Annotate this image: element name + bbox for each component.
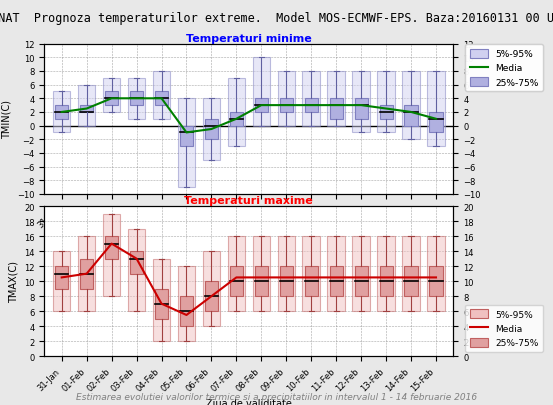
Bar [255,266,268,296]
Bar [80,259,93,289]
Bar [155,289,168,319]
Bar [430,113,442,133]
Bar [128,79,145,119]
Bar [327,237,345,311]
Bar [78,85,95,126]
Bar [53,252,70,311]
Bar [230,266,243,296]
Bar [55,106,68,119]
Bar [402,237,420,311]
Bar [302,237,320,311]
Bar [253,237,270,311]
Bar [178,99,195,188]
Legend: 5%-95%, Media, 25%-75%: 5%-95%, Media, 25%-75% [465,305,543,352]
Bar [379,106,393,119]
Bar [280,266,293,296]
Bar [203,252,220,326]
Bar [278,72,295,126]
Bar [180,296,193,326]
Text: Estimarea evolutiei valorilor termice si a precipitatiilor in intervalul 1 - 14 : Estimarea evolutiei valorilor termice si… [76,392,477,401]
Bar [330,99,343,119]
Bar [404,266,418,296]
Bar [230,113,243,126]
Text: BANAT  Prognoza temperaturilor extreme.  Model MOS-ECMWF-EPS. Baza:20160131 00 U: BANAT Prognoza temperaturilor extreme. M… [0,12,553,25]
Bar [55,266,68,289]
Bar [305,266,318,296]
Bar [130,92,143,106]
Bar [105,237,118,259]
Bar [302,72,320,126]
Bar [205,119,218,140]
Legend: 5%-95%, Media, 25%-75%: 5%-95%, Media, 25%-75% [465,45,543,92]
Bar [352,237,370,311]
Y-axis label: TMIN(C): TMIN(C) [2,100,12,139]
Bar [128,229,145,311]
Bar [427,237,445,311]
Bar [53,92,70,133]
Bar [105,92,118,106]
Bar [377,72,395,133]
Bar [78,237,95,311]
Bar [404,106,418,126]
Bar [430,266,442,296]
X-axis label: Ziua de validitate: Ziua de validitate [206,398,292,405]
Bar [130,252,143,274]
Bar [379,266,393,296]
Bar [255,99,268,113]
Bar [153,259,170,341]
Bar [352,72,370,133]
Bar [155,92,168,106]
Y-axis label: TMAX(C): TMAX(C) [8,260,18,303]
Bar [280,99,293,113]
Bar [103,79,121,113]
Bar [327,72,345,126]
Bar [330,266,343,296]
Title: Temperaturi minime: Temperaturi minime [186,34,312,44]
Bar [180,126,193,147]
Bar [228,237,245,311]
Bar [377,237,395,311]
Bar [228,79,245,147]
Bar [305,99,318,113]
Bar [178,266,195,341]
Bar [278,237,295,311]
Bar [205,281,218,311]
Bar [153,72,170,119]
Bar [354,266,368,296]
Bar [103,214,121,296]
Bar [354,99,368,119]
Bar [253,58,270,126]
Bar [402,72,420,140]
Title: Temperaturi maxime: Temperaturi maxime [185,196,313,206]
Bar [427,72,445,147]
Bar [80,106,93,113]
Bar [203,99,220,160]
